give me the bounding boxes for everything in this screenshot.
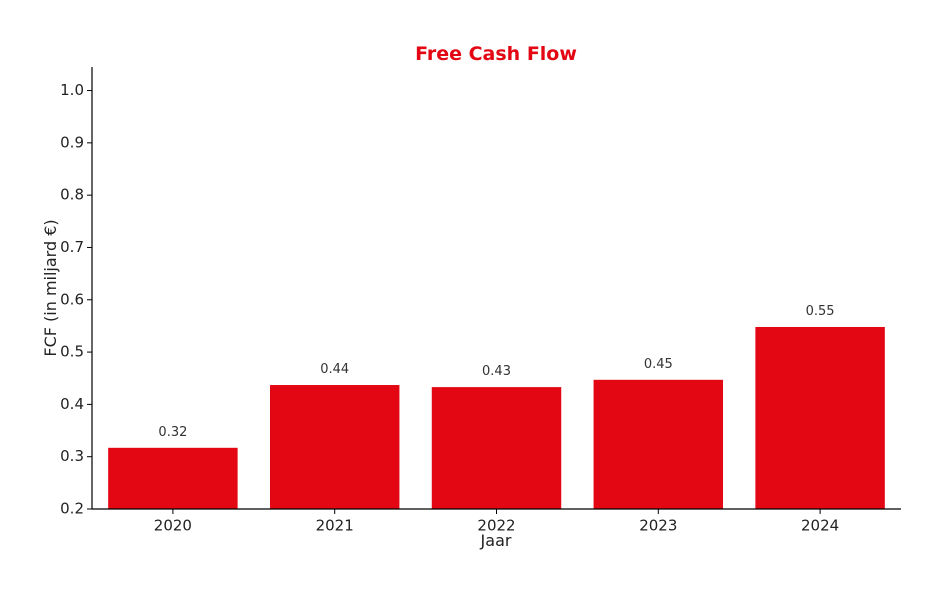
bar-2022 — [431, 387, 562, 509]
data-label-2021: 0.44 — [320, 362, 349, 377]
x-tick-label-2020: 2020 — [154, 517, 192, 535]
bar-2021 — [269, 385, 400, 509]
chart-title: Free Cash Flow — [415, 43, 577, 65]
y-tick-label: 0.4 — [60, 395, 84, 413]
data-labels-group: 0.32 0.44 0.43 0.45 0.55 — [158, 304, 834, 440]
y-tick-label: 0.2 — [60, 500, 84, 518]
x-tick-label-2022: 2022 — [477, 517, 515, 535]
bar-2020 — [108, 447, 238, 509]
data-label-2024: 0.55 — [806, 304, 835, 319]
data-label-2023: 0.45 — [644, 357, 673, 372]
y-tick-label: 0.6 — [60, 290, 84, 308]
y-tick-label: 1.0 — [60, 81, 84, 99]
bars-group — [108, 326, 885, 509]
data-label-2020: 0.32 — [158, 425, 187, 440]
data-label-2022: 0.43 — [482, 364, 511, 379]
bar-2023 — [593, 379, 724, 509]
y-tick-label: 0.8 — [60, 186, 84, 204]
y-axis-label: FCF (in miljard €) — [41, 219, 60, 356]
y-tick-label: 0.3 — [60, 447, 84, 465]
x-axis-label: Jaar — [480, 531, 512, 550]
y-tick-label: 0.7 — [60, 238, 84, 256]
bar-2024 — [755, 326, 885, 509]
x-axis-ticks: 2020 2021 2022 2023 2024 — [154, 509, 839, 535]
y-tick-label: 0.9 — [60, 133, 84, 151]
x-tick-label-2021: 2021 — [316, 517, 354, 535]
x-tick-label-2023: 2023 — [639, 517, 677, 535]
y-axis-ticks: 0.2 0.3 0.4 0.5 0.6 0.7 0.8 0.9 1.0 — [60, 81, 92, 518]
y-tick-label: 0.5 — [60, 343, 84, 361]
x-tick-label-2024: 2024 — [801, 517, 839, 535]
